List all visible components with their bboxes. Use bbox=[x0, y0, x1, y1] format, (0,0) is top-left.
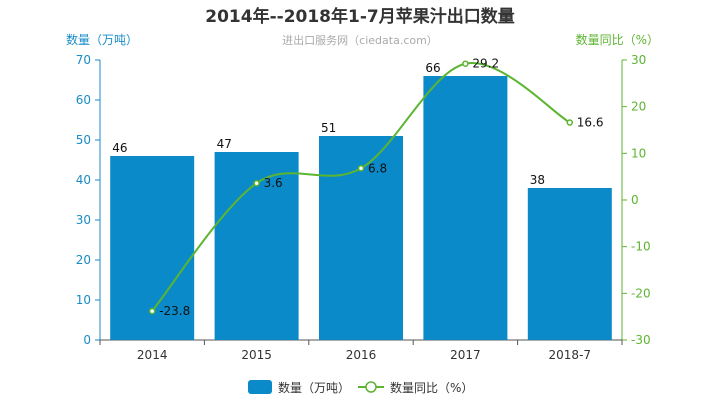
bar-2017[interactable] bbox=[423, 76, 508, 340]
right-axis-tick-label: -10 bbox=[631, 240, 651, 254]
x-axis-tick-label: 2015 bbox=[241, 348, 272, 362]
bar-value-label: 51 bbox=[321, 121, 336, 135]
left-axis-tick-label: 20 bbox=[76, 253, 91, 267]
left-axis-tick-label: 0 bbox=[83, 333, 91, 347]
line-point-2018-7[interactable] bbox=[566, 119, 574, 126]
legend-bar-swatch[interactable] bbox=[248, 380, 272, 394]
legend-bar-label: 数量（万吨） bbox=[278, 380, 350, 395]
line-value-label: 16.6 bbox=[577, 116, 604, 130]
right-axis-tick-label: 20 bbox=[631, 100, 646, 114]
line-point-2015[interactable] bbox=[253, 179, 260, 187]
x-axis-tick-label: 2016 bbox=[346, 348, 377, 362]
line-point-2017[interactable] bbox=[462, 60, 469, 67]
right-axis-tick-label: -30 bbox=[631, 333, 651, 347]
right-axis-tick-label: 0 bbox=[631, 193, 639, 207]
x-axis-tick-label: 2018-7 bbox=[549, 348, 592, 362]
line-value-label: 3.6 bbox=[264, 176, 283, 190]
line-point-2014[interactable] bbox=[148, 307, 156, 315]
chart-subtitle: 进出口服务网（ciedata.com） bbox=[282, 33, 438, 47]
right-axis-tick-label: 30 bbox=[631, 53, 646, 67]
right-axis-tick-label: -20 bbox=[631, 286, 651, 300]
bar-value-label: 47 bbox=[217, 137, 232, 151]
left-axis-tick-label: 60 bbox=[76, 93, 91, 107]
chart-title: 2014年--2018年1-7月苹果汁出口数量 bbox=[205, 6, 514, 27]
bar-value-label: 66 bbox=[425, 61, 440, 75]
left-axis-tick-label: 10 bbox=[76, 293, 91, 307]
x-axis-tick-label: 2017 bbox=[450, 348, 481, 362]
bar-value-label: 38 bbox=[530, 173, 545, 187]
legend-line-marker bbox=[365, 381, 377, 393]
left-axis-tick-label: 40 bbox=[76, 173, 91, 187]
left-axis-tick-label: 70 bbox=[76, 53, 91, 67]
bar-value-label: 46 bbox=[112, 141, 127, 155]
line-point-2016[interactable] bbox=[357, 165, 365, 172]
line-value-label: -23.8 bbox=[159, 304, 190, 318]
bar-2018-7[interactable] bbox=[527, 188, 612, 340]
x-axis-tick-label: 2014 bbox=[137, 348, 168, 362]
right-axis-label: 数量同比（%） bbox=[576, 32, 659, 47]
legend-line-label: 数量同比（%） bbox=[390, 380, 473, 395]
right-axis-tick-label: 10 bbox=[631, 146, 646, 160]
legend[interactable]: 数量（万吨） 数量同比（%） bbox=[248, 380, 473, 395]
line-value-label: 29.2 bbox=[472, 57, 499, 71]
left-axis-label: 数量（万吨） bbox=[66, 32, 138, 47]
plot-area: 0 10 20 30 40 50 60 70 -30 -20 -10 0 10 20 30 2014 2015 2… bbox=[76, 53, 651, 362]
left-axis-tick-label: 50 bbox=[76, 133, 91, 147]
left-axis-tick-label: 30 bbox=[76, 213, 91, 227]
line-value-label: 6.8 bbox=[368, 161, 387, 175]
